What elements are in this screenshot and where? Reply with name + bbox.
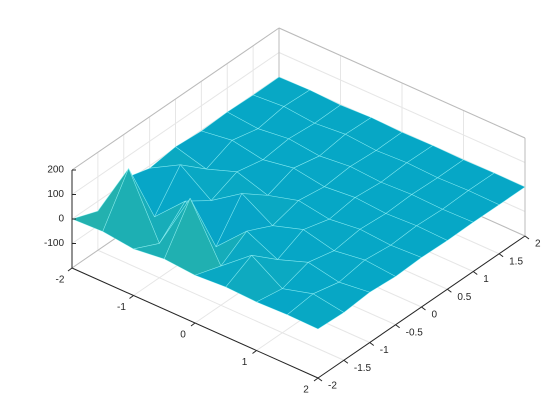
z-tick-label: 200 xyxy=(47,165,64,176)
y-tick-label: -1.5 xyxy=(354,363,372,374)
y-tick xyxy=(369,342,375,346)
y-tick-label: 2 xyxy=(535,239,541,250)
x-tick-label: 1 xyxy=(242,357,248,368)
axis-box xyxy=(278,27,526,139)
grid-line xyxy=(97,249,345,361)
x-tick xyxy=(129,295,134,299)
x-tick xyxy=(190,322,196,327)
y-tick-label: 0.5 xyxy=(457,292,471,303)
y-tick xyxy=(343,359,349,364)
y-tick-label: -0.5 xyxy=(406,327,424,338)
z-tick-label: 0 xyxy=(58,214,64,225)
axis-box xyxy=(71,27,280,171)
y-tick-label: -1 xyxy=(380,345,389,356)
x-tick-label: 2 xyxy=(303,385,309,396)
x-tick-label: -1 xyxy=(117,302,126,313)
y-tick-label: 0 xyxy=(432,310,438,321)
x-tick xyxy=(313,377,319,382)
y-tick xyxy=(472,271,478,275)
z-tick-label: -100 xyxy=(44,238,64,249)
y-tick xyxy=(447,288,452,293)
y-tick xyxy=(317,377,323,382)
y-tick xyxy=(524,235,530,240)
y-tick xyxy=(421,306,426,311)
grid-line xyxy=(278,52,526,163)
surface-face xyxy=(286,293,345,330)
grid-line xyxy=(71,52,280,195)
y-tick xyxy=(498,253,504,258)
y-tick xyxy=(395,324,400,329)
x-tick-label: 0 xyxy=(180,330,186,341)
y-tick-label: 1.5 xyxy=(509,256,523,267)
z-tick-label: 100 xyxy=(47,189,64,200)
y-tick-label: 1 xyxy=(483,274,489,285)
y-tick-label: -2 xyxy=(328,381,337,392)
x-tick xyxy=(252,350,257,354)
x-tick-label: -2 xyxy=(56,275,65,286)
x-tick xyxy=(67,267,73,272)
